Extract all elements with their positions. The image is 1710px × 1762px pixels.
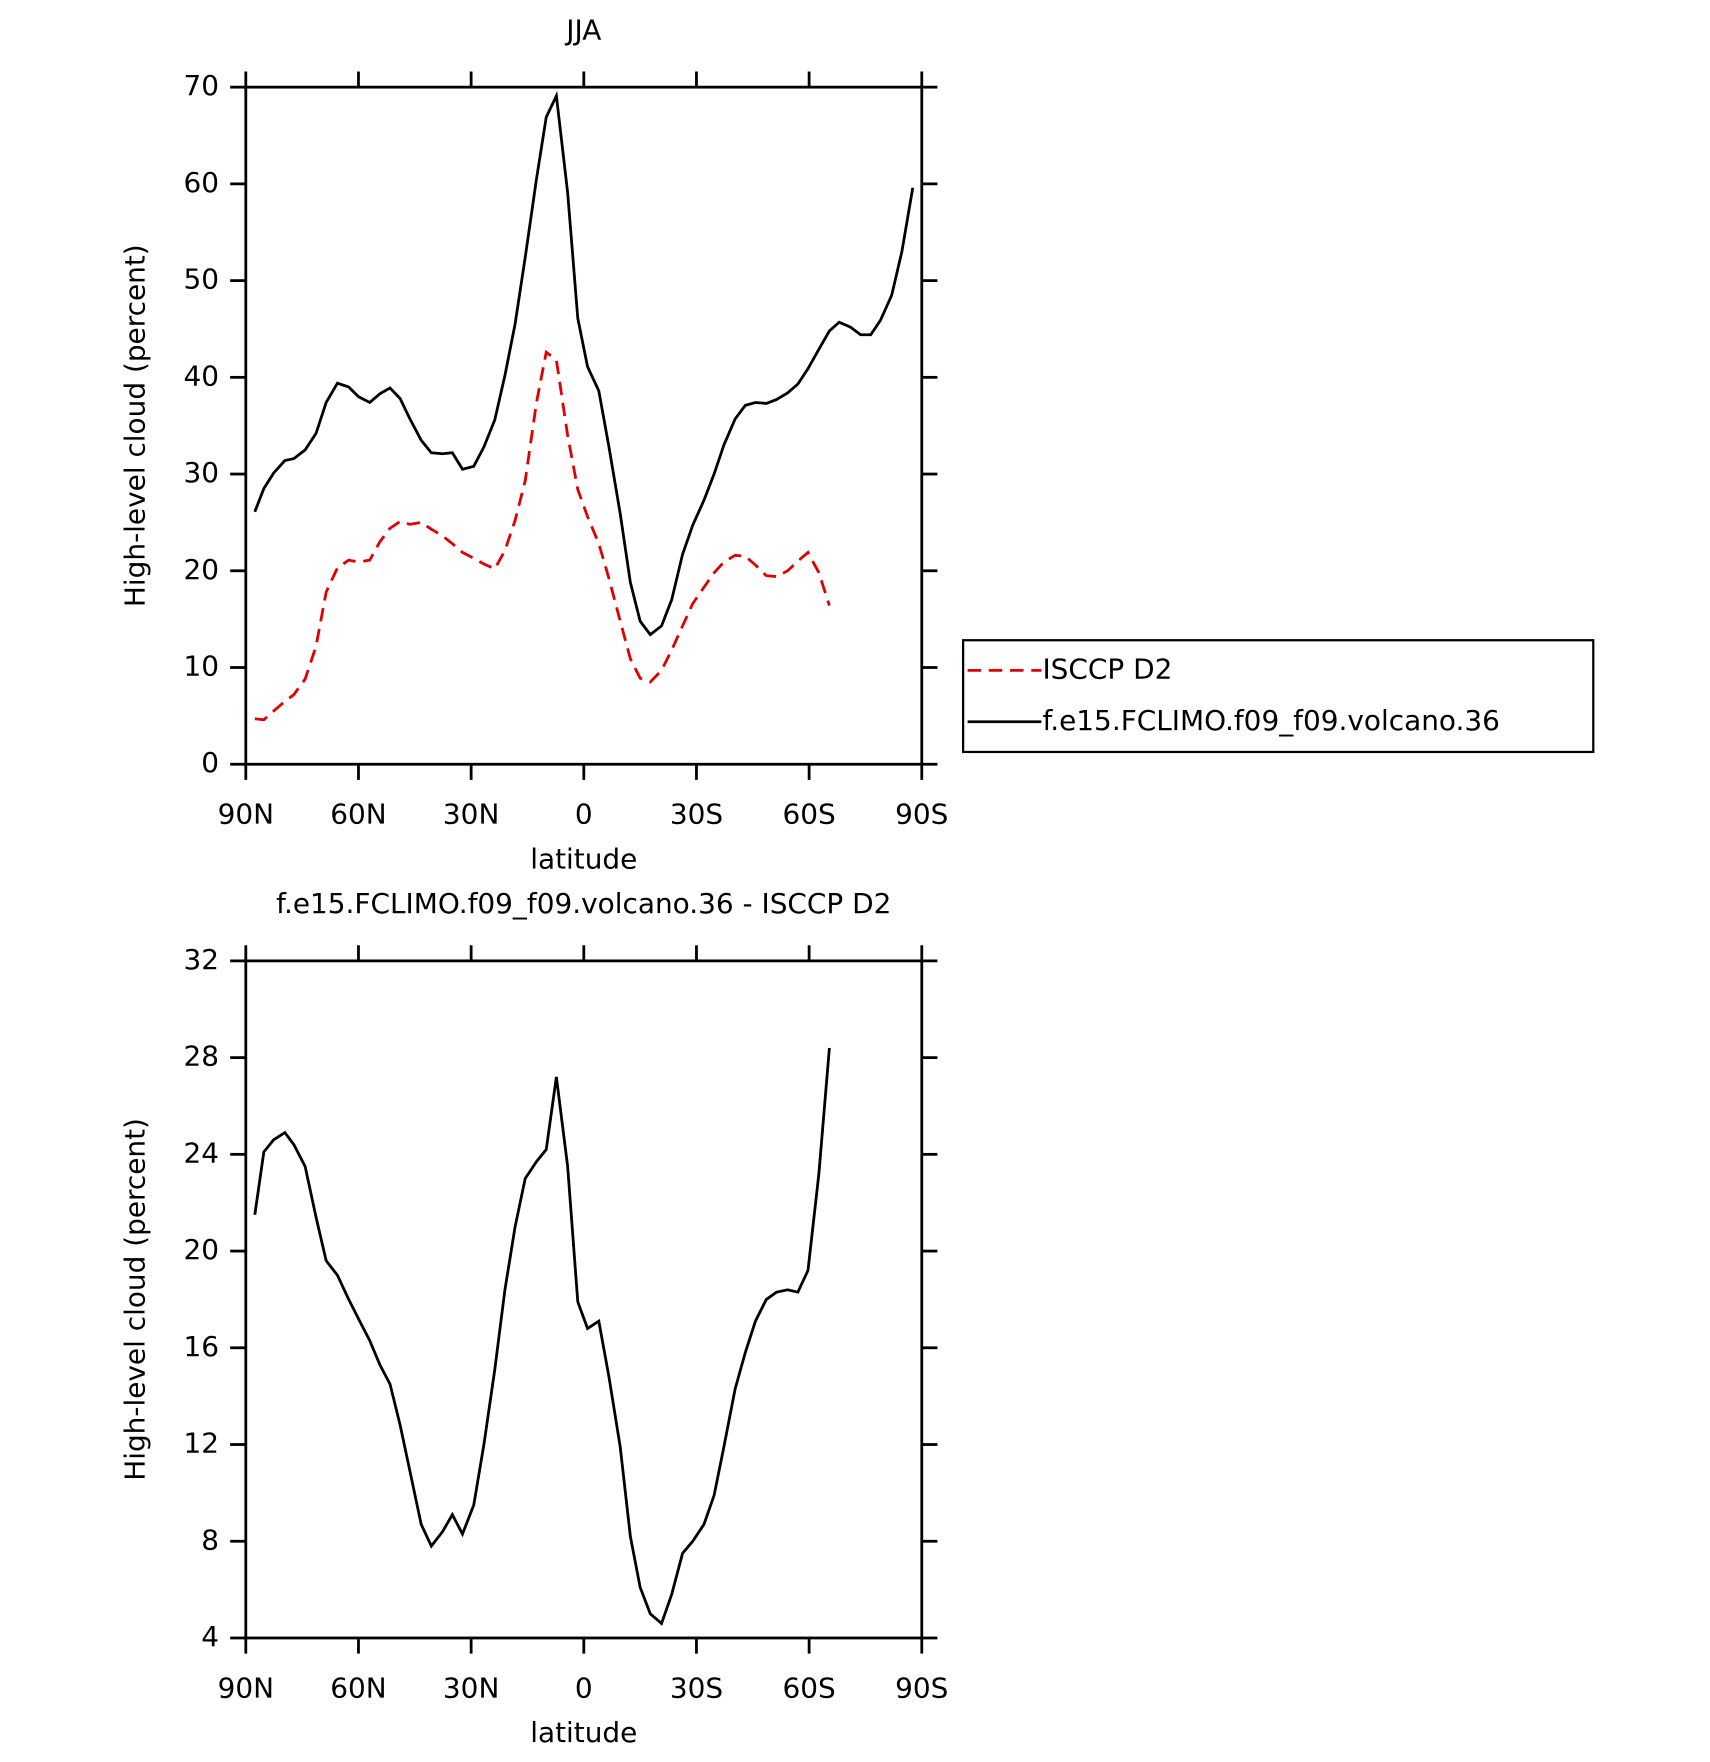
y-tick-label: 32 (183, 943, 219, 976)
x-axis-label: latitude (530, 1716, 637, 1749)
plot-frame (244, 85, 924, 766)
data-line (254, 349, 831, 722)
x-tick-label: 30S (670, 1671, 723, 1704)
x-tick-label: 90N (218, 798, 274, 831)
y-axis-label: High-level cloud (percent) (118, 1118, 151, 1481)
x-tick-label: 60S (782, 798, 835, 831)
y-tick-label: 30 (183, 456, 219, 489)
x-axis-label: latitude (530, 842, 637, 875)
x-tick-label: 60S (782, 1671, 835, 1704)
legend-label: f.e15.FCLIMO.f09_f09.volcano.36 (1042, 704, 1500, 737)
x-tick-label: 0 (575, 798, 593, 831)
y-tick-label: 4 (201, 1620, 219, 1653)
y-tick-label: 10 (183, 650, 219, 683)
y-tick-label: 60 (183, 166, 219, 199)
x-tick-label: 60N (330, 1671, 386, 1704)
chart-title: f.e15.FCLIMO.f09_f09.volcano.36 - ISCCP … (276, 887, 891, 920)
data-line (253, 90, 915, 637)
x-tick-label: 0 (575, 1671, 593, 1704)
y-tick-label: 20 (183, 1233, 219, 1266)
x-tick-label: 60N (330, 798, 386, 831)
data-line (253, 1047, 831, 1626)
y-tick-label: 24 (183, 1136, 219, 1169)
y-axis-label: High-level cloud (percent) (118, 244, 151, 607)
x-tick-label: 30N (443, 798, 499, 831)
y-tick-label: 16 (183, 1330, 219, 1363)
y-tick-label: 12 (183, 1427, 219, 1460)
y-tick-label: 8 (201, 1523, 219, 1556)
y-tick-label: 20 (183, 553, 219, 586)
x-tick-label: 30S (670, 798, 723, 831)
y-tick-label: 50 (183, 263, 219, 296)
x-tick-label: 90S (895, 1671, 948, 1704)
x-tick-label: 90N (218, 1671, 274, 1704)
x-tick-label: 30N (443, 1671, 499, 1704)
y-tick-label: 70 (183, 69, 219, 102)
legend-box (962, 639, 1595, 754)
y-tick-label: 40 (183, 359, 219, 392)
x-tick-label: 90S (895, 798, 948, 831)
y-tick-label: 0 (201, 746, 219, 779)
legend-label: ISCCP D2 (1042, 652, 1172, 685)
chart-title: JJA (564, 13, 601, 46)
y-tick-label: 28 (183, 1040, 219, 1073)
